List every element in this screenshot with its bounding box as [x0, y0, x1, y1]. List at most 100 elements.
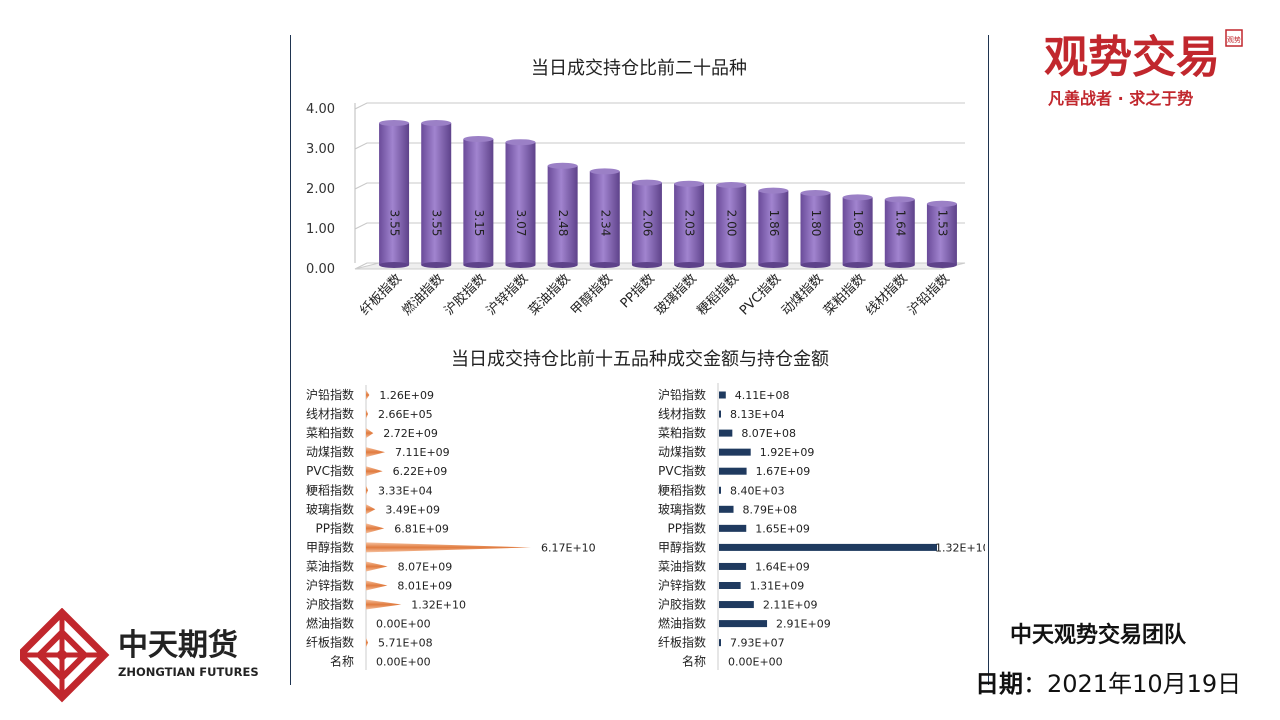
chart1-category-label: 沪锌指数 [483, 271, 531, 319]
guanshi-seal-text: 观势 [1227, 35, 1241, 44]
left-divider-line [290, 35, 291, 685]
hbar-category-label: 纤板指数 [658, 635, 706, 650]
chart1-bar-cap [842, 194, 873, 201]
chart1-bar-base [842, 262, 873, 268]
chart1-value-label: 3.15 [472, 210, 486, 237]
right-divider-line [988, 35, 989, 685]
chart1-value-label: 2.00 [725, 210, 739, 237]
hbar-value-label: 6.17E+10 [541, 541, 596, 554]
chart1-bar-cap [800, 190, 831, 196]
chart1-bar [926, 203, 957, 265]
chart1-gridline [354, 182, 965, 190]
hbar-category-label: PP指数 [668, 520, 706, 535]
hbar-cone [366, 390, 370, 400]
chart1-category-label: 菜粕指数 [821, 271, 868, 318]
hbar-value-label: 0.00E+00 [376, 618, 431, 631]
hbar-value-label: 0.00E+00 [376, 656, 431, 669]
hbar-category-label: 燃油指数 [658, 616, 706, 631]
hbar-value-label: 2.11E+09 [763, 599, 818, 612]
hbar-category-label: 名称 [682, 654, 706, 669]
zhongtian-logo: 中天期货 ZHONGTIAN FUTURES [20, 608, 259, 703]
hbar-value-label: 8.01E+09 [397, 580, 452, 593]
date-separator: ： [1023, 670, 1047, 698]
chart1-bar-base [800, 262, 831, 268]
hbar-category-label: 菜油指数 [306, 558, 354, 573]
chart1-category-label: 粳稻指数 [695, 271, 742, 318]
hbar-value-label: 4.11E+08 [735, 389, 790, 402]
hbar-cone [366, 542, 531, 553]
date-label: 日期 [975, 670, 1023, 698]
chart1-bar-base [716, 262, 747, 268]
hbar-category-label: 沪铅指数 [306, 387, 354, 402]
chart1-bar-cap [716, 182, 747, 188]
hbar-bar [719, 505, 734, 513]
chart1-category-label: 菜油指数 [526, 271, 573, 318]
chart1-value-label: 3.55 [430, 210, 444, 237]
chart1-category-label: 纤板指数 [358, 271, 405, 318]
chart1-value-label: 2.03 [683, 210, 697, 237]
chart2-title-area: 当日成交持仓比前十五品种成交金额与持仓金额 [451, 349, 829, 370]
hbar-value-label: 8.07E+08 [741, 427, 796, 440]
hbar-value-label: 5.71E+08 [378, 637, 433, 650]
chart1-bar-cap [463, 136, 494, 142]
hbar-category-label: 线材指数 [306, 406, 354, 421]
chart1-bar [547, 165, 578, 265]
hbar-bar [719, 601, 754, 609]
hbar-category-label: 菜粕指数 [306, 425, 354, 440]
hbar-bar [719, 467, 747, 475]
zhongtian-name-en: ZHONGTIAN FUTURES [118, 665, 259, 679]
chart1-bar-cap [674, 180, 705, 187]
chart1-category-label: 燃油指数 [399, 271, 447, 319]
chart1-bar-cap [379, 120, 410, 126]
chart1-bar [674, 183, 705, 265]
hbar-bar [719, 620, 768, 628]
chart1-category-label: 动煤指数 [779, 271, 826, 318]
hbar-category-label: PVC指数 [306, 463, 354, 478]
hbar-category-label: 沪锌指数 [306, 578, 354, 593]
hbar-category-label: 菜油指数 [658, 558, 706, 573]
chart1-category-label: 甲醇指数 [568, 271, 616, 319]
hbar-value-label: 8.13E+04 [730, 408, 785, 421]
chart1-category-label: 沪铅指数 [905, 271, 953, 319]
hbar-category-label: 纤板指数 [306, 635, 354, 650]
chart1-bar-base [589, 262, 620, 268]
chart1-bar [421, 123, 452, 265]
hbar-cone [366, 428, 374, 439]
turnover-amount-bar-chart: 沪铅指数 1.26E+09 线材指数 2.66E+05 菜粕指数 2.72E+09 动煤指数… [306, 385, 596, 670]
hbar-category-label: 沪胶指数 [306, 597, 354, 612]
chart1-gridline [354, 102, 965, 110]
team-name: 中天观势交易团队 [1010, 623, 1187, 648]
hbar-bar [719, 562, 747, 570]
chart1-value-label: 1.80 [809, 210, 823, 237]
hbar-value-label: 6.22E+09 [393, 465, 448, 478]
hbar-category-label: 玻璃指数 [306, 501, 354, 516]
guanshi-seal [1225, 29, 1243, 47]
hbar-value-label: 1.64E+09 [755, 560, 810, 573]
chart1-value-label: 1.64 [893, 210, 907, 237]
chart1-bar [716, 185, 747, 265]
hbar-value-label: 0.00E+00 [728, 656, 783, 669]
chart1-bar [800, 193, 831, 265]
hbar-bar [719, 429, 733, 437]
hbar-cone [366, 561, 388, 572]
hbar-value-label: 8.79E+08 [743, 503, 798, 516]
chart1-y-tick-label: 3.00 [306, 142, 335, 157]
chart1-bar-cap [421, 120, 452, 126]
chart1-category-label: 玻璃指数 [653, 271, 700, 318]
hbar-category-label: 甲醇指数 [658, 539, 706, 554]
hbar-bar [719, 543, 937, 551]
chart1-bar-base [379, 262, 410, 268]
hbar-cone [366, 580, 388, 591]
hbar-category-label: 粳稻指数 [306, 482, 354, 497]
hbar-value-label: 1.67E+09 [756, 465, 811, 478]
chart1-category-label: 线材指数 [863, 271, 910, 318]
chart1-bar-base [421, 262, 452, 268]
chart1-bar-cap [589, 168, 620, 175]
hbar-category-label: PVC指数 [658, 463, 706, 478]
date-value: 2021年10月19日 [1047, 670, 1242, 698]
chart1-y-tick-label: 1.00 [306, 222, 335, 237]
guanshi-brand-name: 观势交易 [1044, 32, 1220, 83]
hbar-category-label: 沪铅指数 [658, 387, 706, 402]
hbar-bar [719, 410, 721, 418]
zhongtian-emblem-icon [20, 608, 110, 703]
